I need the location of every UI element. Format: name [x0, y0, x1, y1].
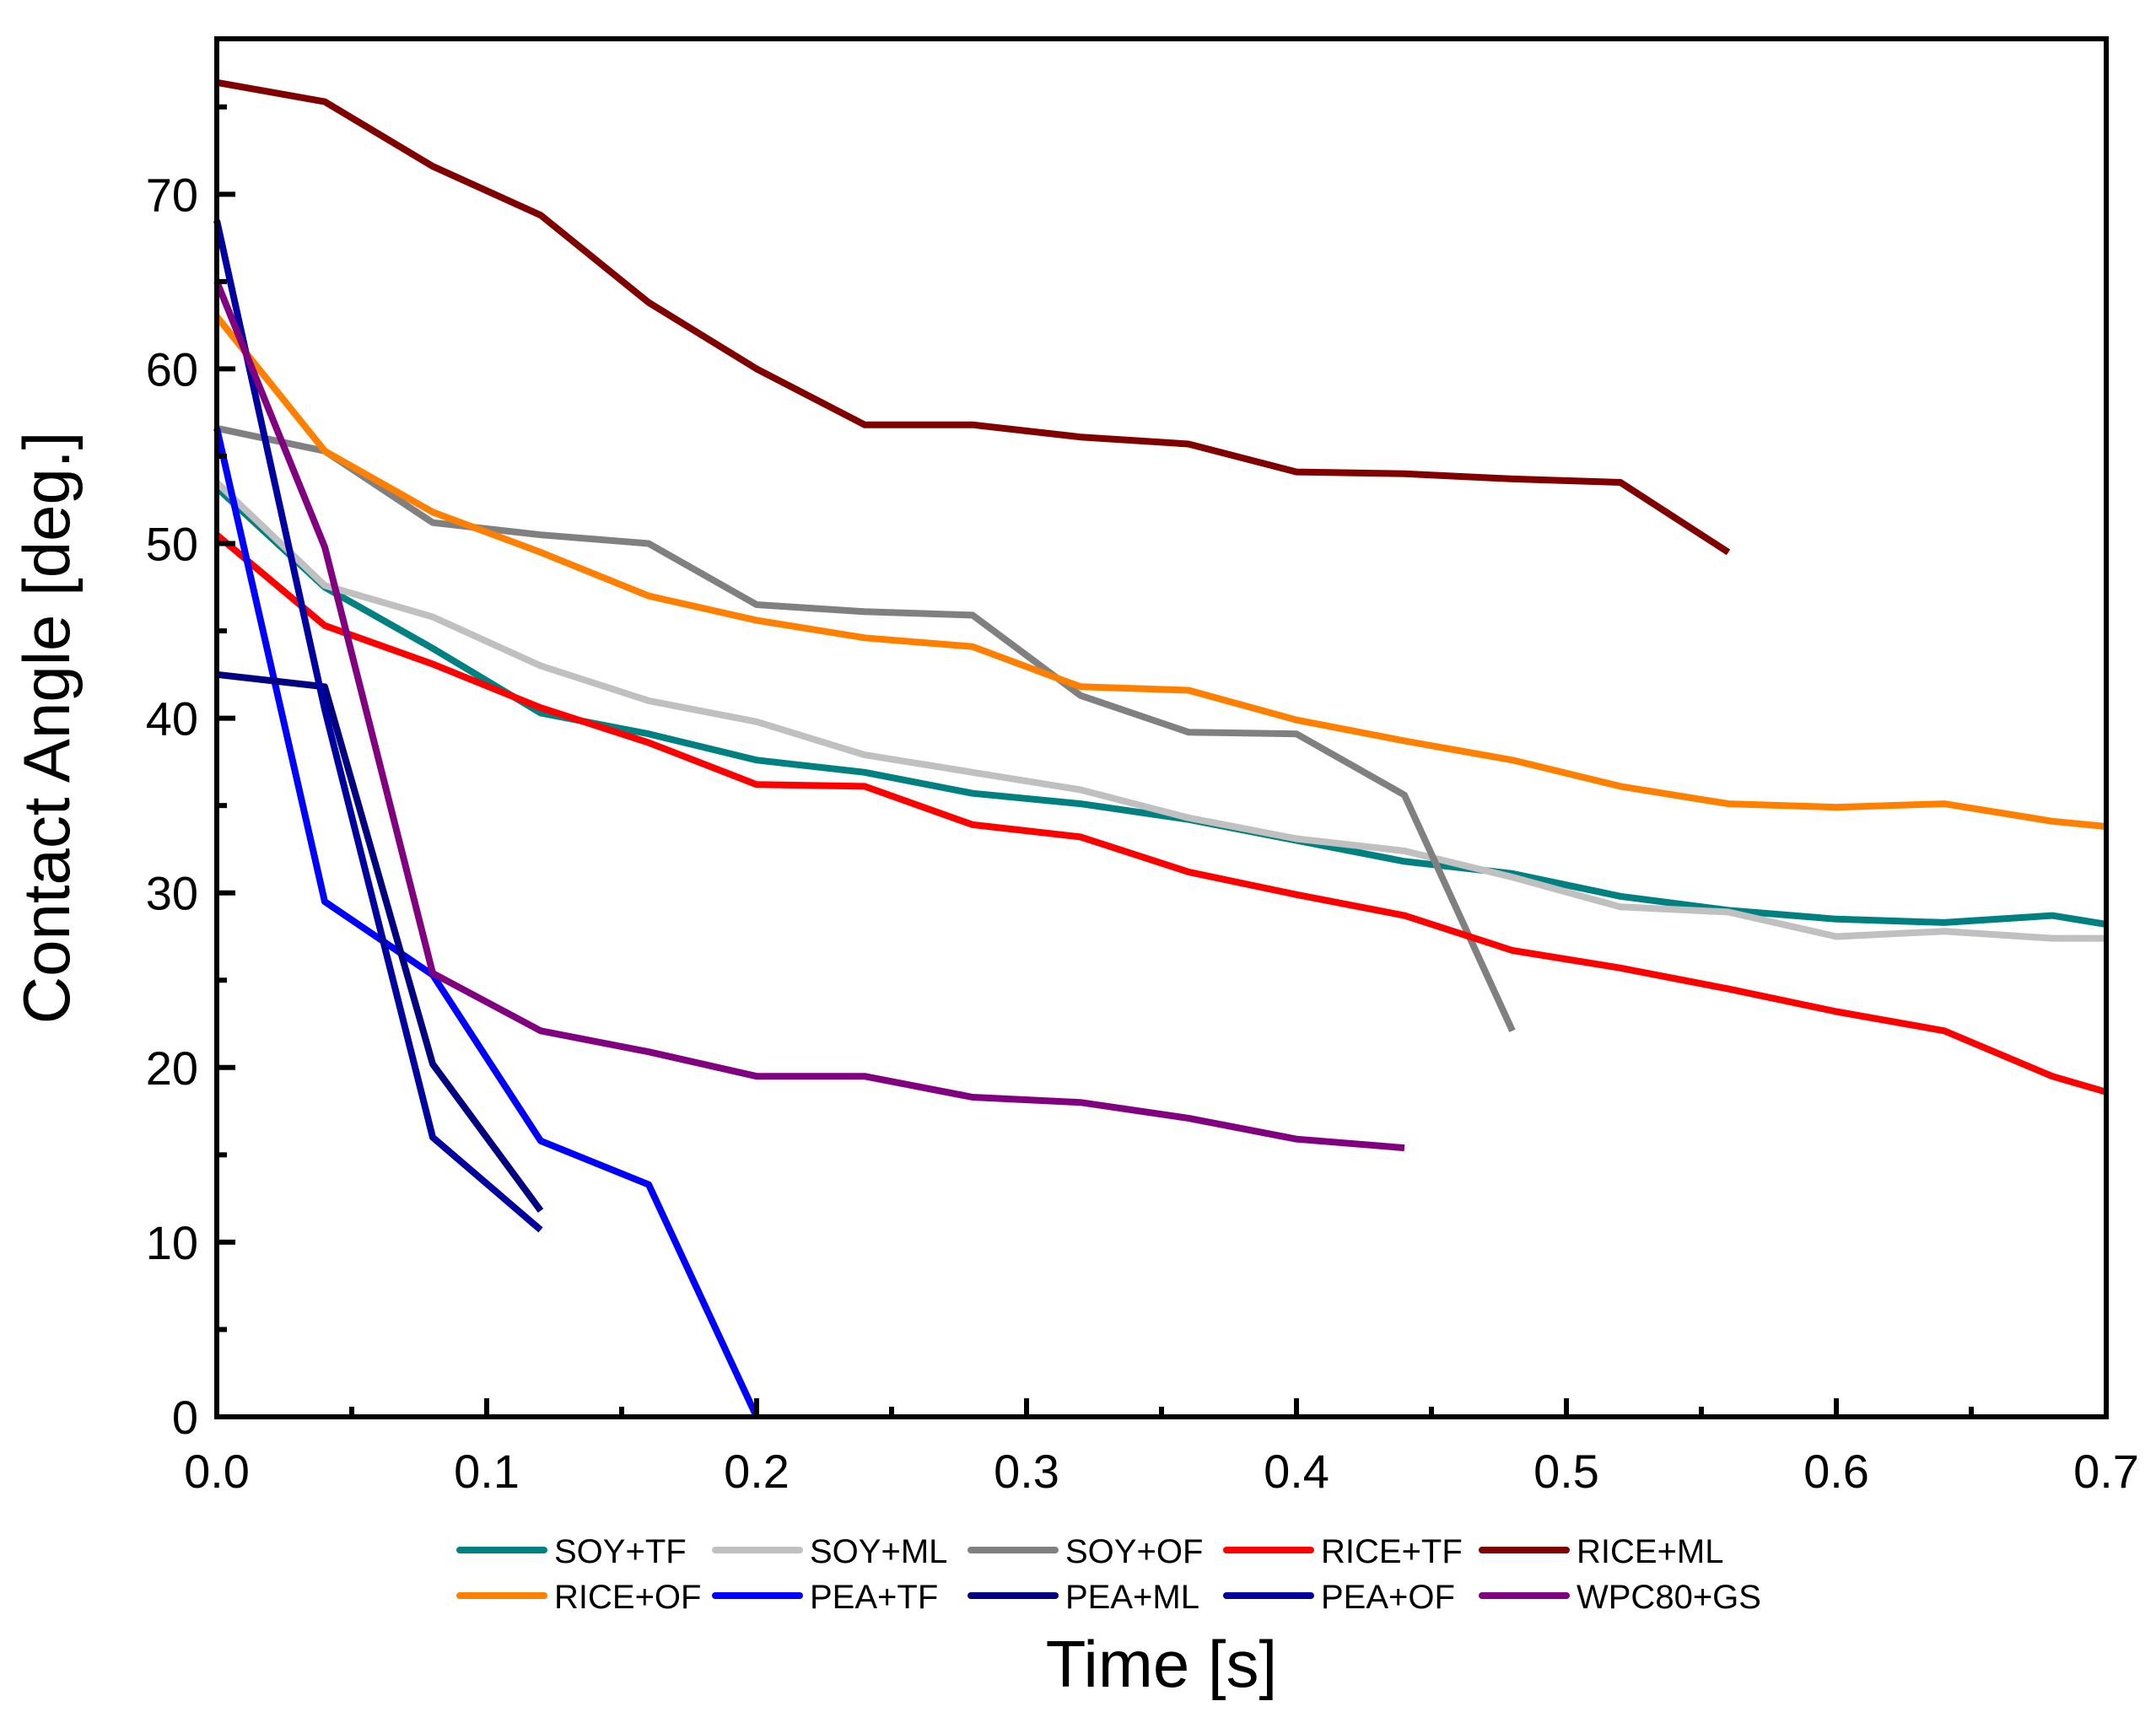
series-line-rice-tf — [214, 532, 2108, 1096]
plot-frame — [214, 36, 2109, 1419]
legend-label: RICE+ML — [1577, 1533, 1724, 1570]
series-line-soy-tf — [214, 485, 2107, 928]
series-line-soy-ml — [214, 480, 2106, 942]
series-line-rice-ml — [216, 78, 1731, 556]
x-tick-label: 0.1 — [454, 1445, 520, 1498]
legend: SOY+TF SOY+ML SOY+OF RICE+TF RICE+ML RICE+OF P… — [456, 1533, 1761, 1616]
x-axis-label: Time [s] — [1046, 1627, 1277, 1701]
x-tick-label: 0.4 — [1264, 1445, 1329, 1498]
legend-label: RICE+TF — [1321, 1533, 1463, 1570]
y-axis-label: Contact Angle [deg.] — [9, 432, 84, 1025]
axis-ticks: 0.0 0.1 0.2 0.3 0.4 0.5 0.6 0.7 0 10 20 30 40 50 60 70 — [146, 104, 2139, 1498]
x-tick-label: 0.5 — [1533, 1445, 1599, 1498]
legend-label: PEA+OF — [1321, 1579, 1455, 1616]
series-line-pea-of — [213, 219, 543, 1233]
series-line-pea-ml — [216, 670, 544, 1213]
y-tick-label: 50 — [146, 518, 198, 571]
x-tick-label: 0.7 — [2073, 1445, 2139, 1498]
x-tick-label: 0.3 — [994, 1445, 1059, 1498]
legend-label: PEA+ML — [1065, 1579, 1199, 1616]
x-tick-label: 0.2 — [724, 1445, 790, 1498]
series-lines — [213, 78, 2108, 1419]
series-line-soy-of — [216, 424, 1516, 1032]
legend-label: SOY+TF — [554, 1533, 687, 1570]
legend-label: PEA+TF — [810, 1579, 938, 1616]
y-tick-label: 20 — [146, 1042, 198, 1095]
x-tick-label: 0.6 — [1803, 1445, 1869, 1498]
legend-label: WPC80+GS — [1577, 1579, 1761, 1616]
y-tick-label: 70 — [146, 168, 198, 221]
series-line-pea-tf — [213, 427, 760, 1419]
y-tick-label: 10 — [146, 1216, 198, 1269]
legend-label: RICE+OF — [554, 1579, 701, 1616]
series-line-wpc80-gs — [213, 280, 1405, 1152]
y-tick-label: 60 — [146, 342, 198, 396]
y-tick-label: 0 — [172, 1391, 198, 1444]
legend-label: SOY+OF — [1065, 1533, 1203, 1570]
series-line-rice-of — [213, 314, 2107, 830]
legend-label: SOY+ML — [810, 1533, 947, 1570]
x-tick-label: 0.0 — [184, 1445, 250, 1498]
y-tick-label: 30 — [146, 867, 198, 920]
y-tick-label: 40 — [146, 692, 198, 746]
